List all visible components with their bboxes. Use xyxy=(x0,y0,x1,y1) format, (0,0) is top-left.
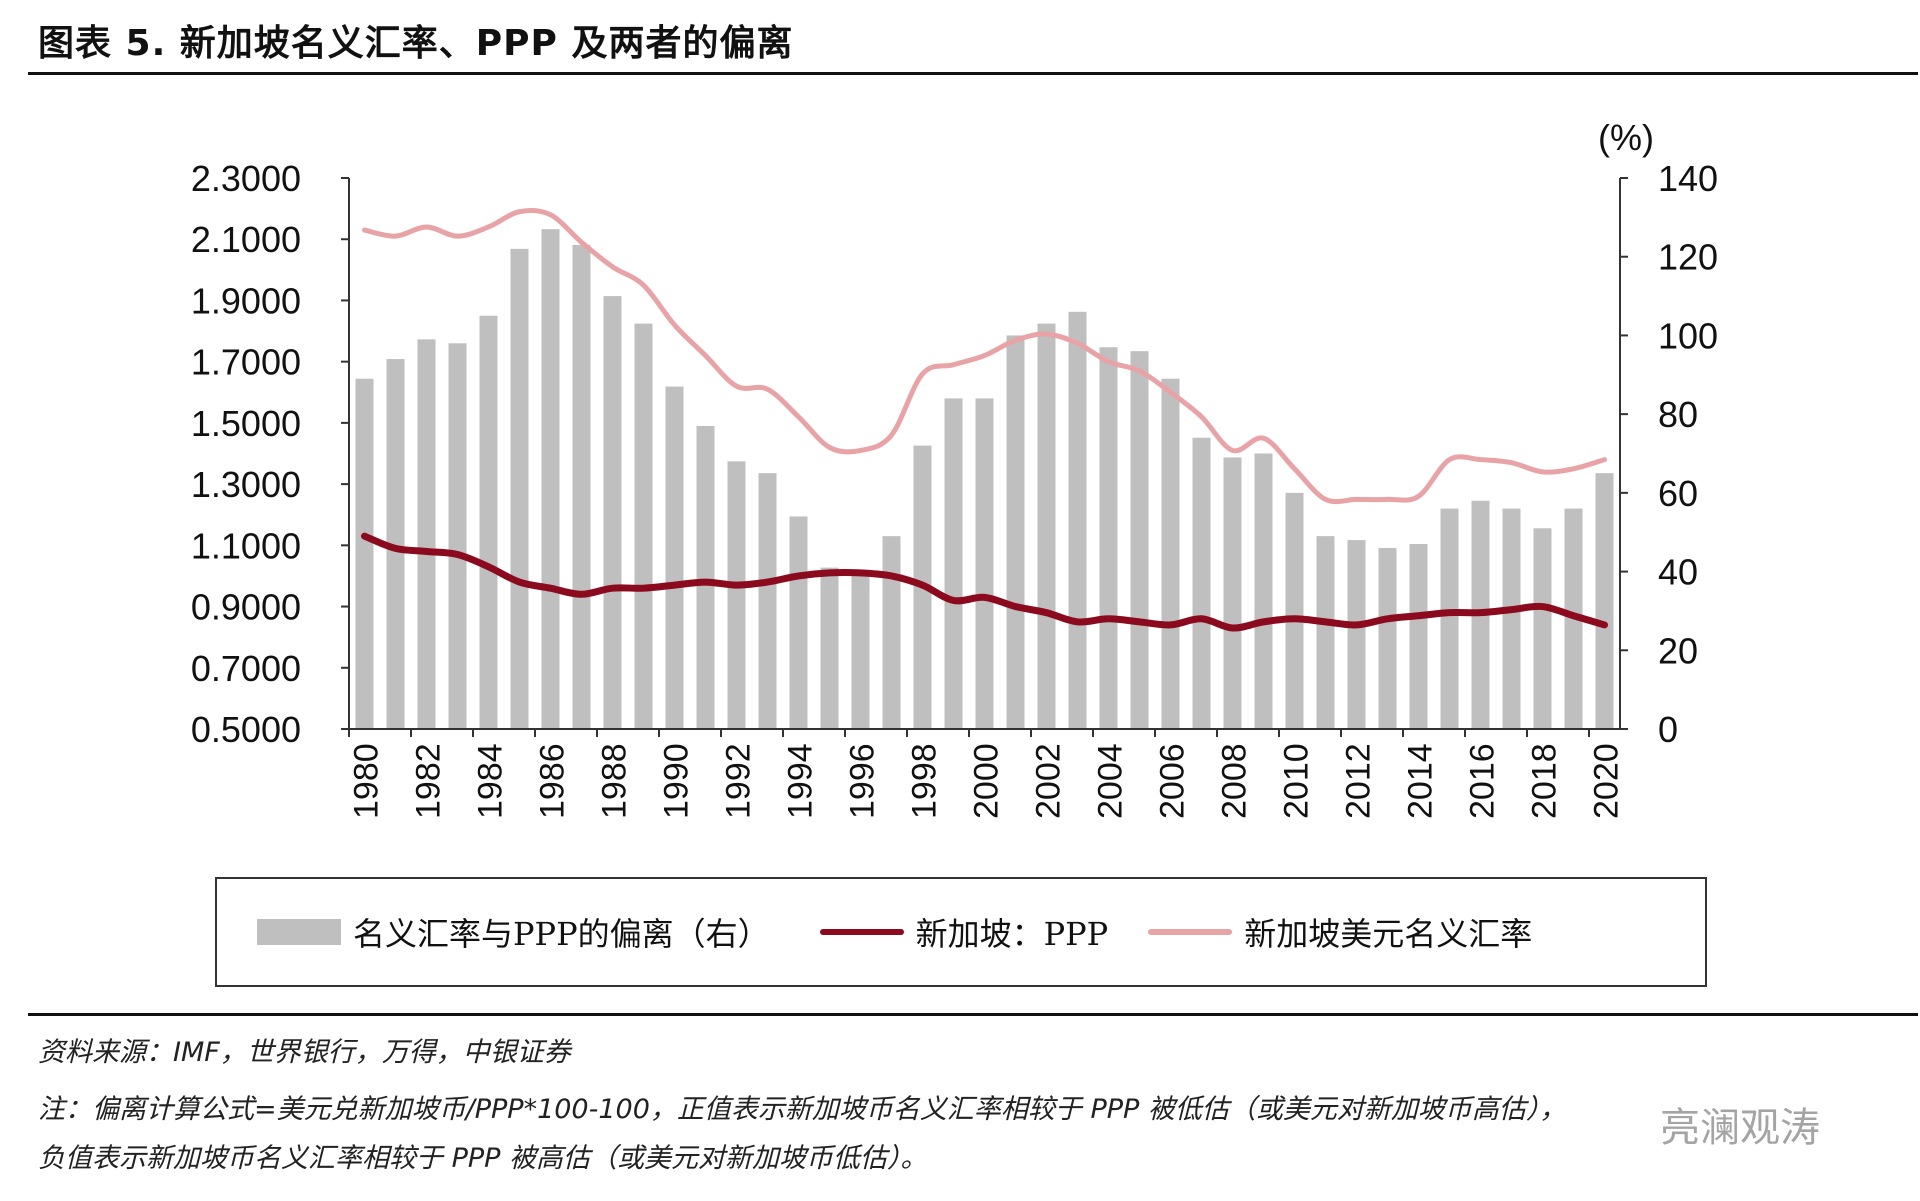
left-tick-label: 1.9000 xyxy=(191,280,301,321)
right-tick-label: 60 xyxy=(1658,473,1698,514)
bar xyxy=(386,359,405,729)
legend: 名义汇率与PPP的偏离（右） 新加坡：PPP 新加坡美元名义汇率 xyxy=(215,877,1707,987)
bar xyxy=(1099,347,1118,729)
bar xyxy=(758,473,777,729)
x-tick-label: 2000 xyxy=(968,743,1006,819)
right-tick-label: 20 xyxy=(1658,630,1698,671)
bar xyxy=(851,575,870,729)
title-rule xyxy=(28,72,1918,75)
bar xyxy=(541,229,560,729)
legend-label: 名义汇率与PPP的偏离（右） xyxy=(353,915,770,953)
x-tick-label: 2004 xyxy=(1092,743,1130,819)
bar xyxy=(882,536,901,729)
bar xyxy=(1440,508,1459,729)
bar xyxy=(479,315,498,729)
bar xyxy=(1595,473,1614,729)
right-tick-label: 80 xyxy=(1658,394,1698,435)
right-tick-label: 100 xyxy=(1658,315,1718,356)
bar xyxy=(1223,457,1242,729)
bar xyxy=(1285,492,1304,729)
bar xyxy=(727,461,746,729)
ppp-line xyxy=(361,532,1608,632)
bar xyxy=(789,516,808,729)
left-tick-label: 1.1000 xyxy=(191,525,301,566)
left-tick-label: 0.9000 xyxy=(191,587,301,628)
legend-item-ppp: 新加坡：PPP xyxy=(819,909,1109,955)
legend-label: 新加坡：PPP xyxy=(915,915,1109,953)
bar xyxy=(944,398,963,729)
bar xyxy=(975,398,994,729)
x-tick-label: 1984 xyxy=(472,743,510,819)
left-tick-label: 2.1000 xyxy=(191,219,301,260)
left-tick-label: 0.7000 xyxy=(191,648,301,689)
bar xyxy=(1502,508,1521,729)
bar xyxy=(603,296,622,729)
right-tick-label: 40 xyxy=(1658,552,1698,593)
bar xyxy=(634,323,653,729)
bar xyxy=(1409,544,1428,729)
left-tick-label: 1.3000 xyxy=(191,464,301,505)
right-tick-label: 120 xyxy=(1658,237,1718,278)
left-tick-label: 1.5000 xyxy=(191,403,301,444)
bar xyxy=(417,339,436,729)
x-tick-label: 1992 xyxy=(720,743,758,819)
chart: 0.5000 0.7000 0.9000 1.1000 1.3000 1.5000 1.70… xyxy=(191,117,1718,819)
x-tick-label: 2018 xyxy=(1526,743,1564,819)
chart-title: 图表 5. 新加坡名义汇率、PPP 及两者的偏离 xyxy=(38,23,794,64)
legend-item-deviation: 名义汇率与PPP的偏离（右） xyxy=(257,909,770,955)
bar xyxy=(1533,528,1552,729)
bar xyxy=(696,425,715,729)
x-tick-label: 2006 xyxy=(1154,743,1192,819)
note-line-1: 注：偏离计算公式=美元兑新加坡币/PPP*100-100，正值表示新加坡币名义汇… xyxy=(38,1094,1567,1125)
x-tick-label: 1990 xyxy=(658,743,696,819)
legend-swatch-bar xyxy=(257,919,341,945)
x-tick-label: 1980 xyxy=(348,743,386,819)
left-tick-label: 1.7000 xyxy=(191,342,301,383)
bar xyxy=(1192,437,1211,729)
watermark: 亮澜观涛 xyxy=(1660,1105,1820,1151)
source-text: 资料来源：IMF，世界银行，万得，中银证券 xyxy=(38,1037,571,1068)
right-axis-unit: (%) xyxy=(1598,117,1654,158)
bar xyxy=(1161,378,1180,729)
x-tick-label: 2012 xyxy=(1340,743,1378,819)
right-tick-label: 0 xyxy=(1658,709,1678,750)
legend-swatch-line xyxy=(1148,929,1233,935)
right-tick-label: 140 xyxy=(1658,158,1718,199)
bar xyxy=(1347,540,1366,729)
x-tick-label: 2002 xyxy=(1030,743,1068,819)
bar xyxy=(355,378,374,729)
x-tick-label: 1986 xyxy=(534,743,572,819)
nominal-rate-line xyxy=(362,207,1607,505)
left-tick-label: 2.3000 xyxy=(191,158,301,199)
x-tick-label: 2014 xyxy=(1402,743,1440,819)
x-tick-label: 2010 xyxy=(1278,743,1316,819)
bar xyxy=(1037,323,1056,729)
left-tick-label: 0.5000 xyxy=(191,709,301,750)
bar xyxy=(1130,351,1149,729)
bar xyxy=(572,244,591,729)
legend-swatch-line xyxy=(819,929,904,935)
bar xyxy=(510,248,529,730)
bar xyxy=(1316,536,1335,729)
x-tick-label: 2020 xyxy=(1588,743,1626,819)
bar xyxy=(448,343,467,729)
x-tick-label: 2008 xyxy=(1216,743,1254,819)
x-tick-label: 2016 xyxy=(1464,743,1502,819)
footer-rule xyxy=(28,1013,1918,1016)
x-tick-label: 1988 xyxy=(596,743,634,819)
bar xyxy=(1006,335,1025,729)
x-tick-label: 1994 xyxy=(782,743,820,819)
bar xyxy=(1254,453,1273,729)
legend-item-nominal: 新加坡美元名义汇率 xyxy=(1148,909,1532,955)
bar xyxy=(1378,547,1397,729)
bar xyxy=(1068,311,1087,729)
legend-label: 新加坡美元名义汇率 xyxy=(1244,915,1533,953)
bar xyxy=(665,386,684,729)
x-tick-label: 1998 xyxy=(906,743,944,819)
note-line-2: 负值表示新加坡币名义汇率相较于 PPP 被高估（或美元对新加坡币低估）。 xyxy=(38,1143,928,1174)
x-tick-label: 1996 xyxy=(844,743,882,819)
x-tick-label: 1982 xyxy=(410,743,448,819)
bar xyxy=(820,567,839,729)
